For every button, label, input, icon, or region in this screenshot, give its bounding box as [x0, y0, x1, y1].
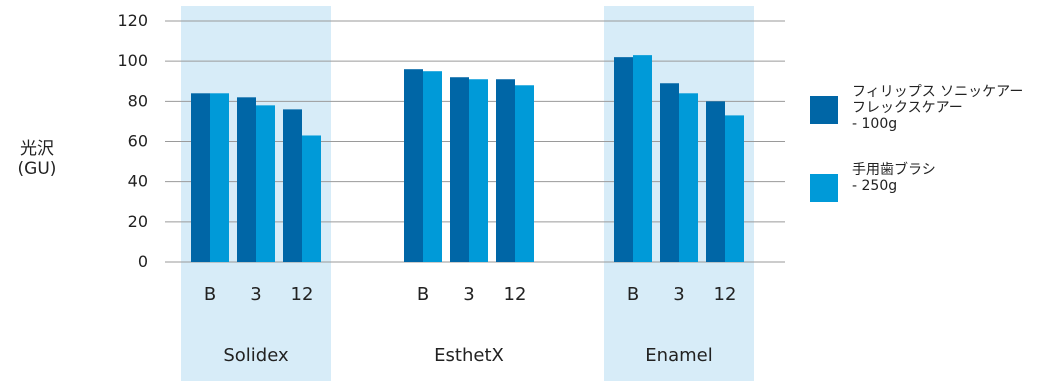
group-label: Solidex [223, 345, 289, 366]
bar-solidex-12-s2 [302, 135, 321, 262]
y-axis-label: 光沢(GU) [18, 139, 57, 179]
bar-solidex-3-s2 [256, 105, 275, 262]
bar-enamel-3-s2 [679, 93, 698, 262]
bar-enamel-B-s1 [614, 57, 633, 263]
bar-enamel-B-s2 [633, 55, 652, 263]
x-category-label: 3 [250, 284, 261, 305]
x-category-label: B [204, 284, 216, 305]
legend-label-sonicare: フィリップス ソニッケアー フレックスケアー - 100g [852, 84, 1024, 132]
group-label: Enamel [645, 345, 712, 366]
y-tick-label: 20 [128, 212, 148, 231]
legend-item-sonicare: フィリップス ソニッケアー フレックスケアー - 100g [810, 84, 1037, 132]
bar-enamel-12-s2 [725, 115, 744, 263]
x-category-label: B [627, 284, 639, 305]
legend-swatch-manual [810, 174, 838, 202]
x-category-label: 12 [504, 284, 527, 305]
y-tick-label: 0 [138, 252, 148, 271]
bar-enamel-3-s1 [660, 83, 679, 262]
y-tick-label: 100 [117, 51, 148, 70]
bar-esthetx-B-s1 [404, 69, 423, 262]
group-label: EsthetX [434, 345, 504, 366]
legend-swatch-sonicare [810, 96, 838, 124]
y-tick-label: 120 [117, 11, 148, 30]
x-category-label: 3 [463, 284, 474, 305]
bar-solidex-B-s1 [191, 93, 210, 262]
bar-solidex-3-s1 [237, 97, 256, 262]
legend-item-manual: 手用歯ブラシ - 250g [810, 162, 1037, 202]
x-category-label: 12 [714, 284, 737, 305]
x-category-label: B [417, 284, 429, 305]
bar-enamel-12-s1 [706, 101, 725, 262]
y-tick-label: 60 [128, 132, 148, 151]
bar-esthetx-3-s1 [450, 77, 469, 262]
bar-esthetx-12-s2 [515, 85, 534, 263]
bar-esthetx-B-s2 [423, 71, 442, 262]
bar-esthetx-3-s2 [469, 79, 488, 262]
x-category-label: 12 [291, 284, 314, 305]
bar-solidex-12-s1 [283, 109, 302, 262]
x-category-label: 3 [673, 284, 684, 305]
y-tick-label: 80 [128, 91, 148, 110]
bar-solidex-B-s2 [210, 93, 229, 262]
y-tick-label: 40 [128, 172, 148, 191]
bar-esthetx-12-s1 [496, 79, 515, 262]
legend-label-manual: 手用歯ブラシ - 250g [852, 162, 936, 194]
